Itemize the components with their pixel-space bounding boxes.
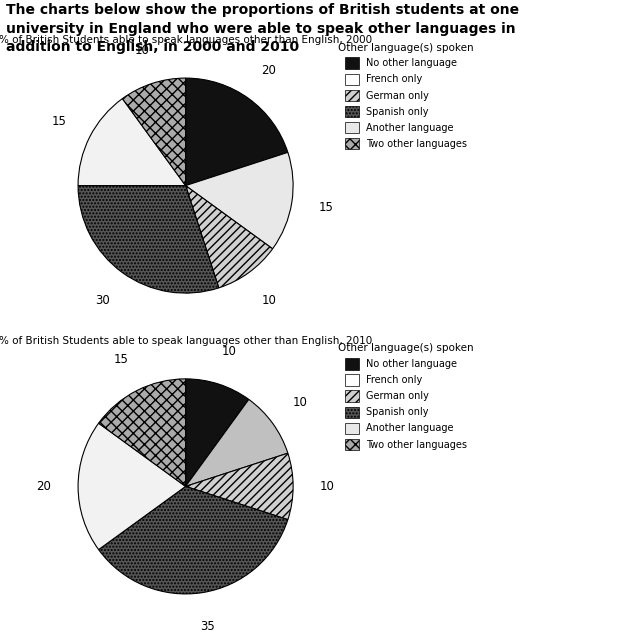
Text: 10: 10 (293, 396, 308, 410)
Wedge shape (186, 399, 288, 486)
Text: 15: 15 (52, 115, 67, 127)
Text: 20: 20 (262, 64, 276, 77)
Wedge shape (78, 186, 219, 293)
Title: % of British Students able to speak languages other than English, 2000: % of British Students able to speak lang… (0, 35, 372, 45)
Text: 20: 20 (36, 480, 51, 493)
Wedge shape (99, 486, 288, 594)
Wedge shape (78, 423, 186, 550)
Wedge shape (186, 186, 273, 288)
Text: The charts below show the proportions of British students at one
university in E: The charts below show the proportions of… (6, 3, 520, 54)
Wedge shape (122, 78, 186, 186)
Legend: No other language, French only, German only, Spanish only, Another language, Two: No other language, French only, German o… (339, 344, 474, 450)
Text: 10: 10 (222, 345, 237, 358)
Text: 10: 10 (134, 44, 149, 57)
Text: 35: 35 (200, 620, 215, 633)
Wedge shape (186, 152, 293, 249)
Text: 10: 10 (320, 480, 335, 493)
Legend: No other language, French only, German only, Spanish only, Another language, Two: No other language, French only, German o… (339, 43, 474, 149)
Text: 10: 10 (262, 294, 276, 307)
Wedge shape (186, 78, 288, 186)
Title: % of British Students able to speak languages other than English, 2010: % of British Students able to speak lang… (0, 335, 372, 346)
Wedge shape (186, 379, 249, 486)
Wedge shape (78, 99, 186, 186)
Wedge shape (99, 379, 186, 486)
Text: 15: 15 (318, 202, 333, 214)
Text: 30: 30 (95, 294, 109, 307)
Wedge shape (186, 453, 293, 520)
Text: 15: 15 (114, 353, 129, 367)
